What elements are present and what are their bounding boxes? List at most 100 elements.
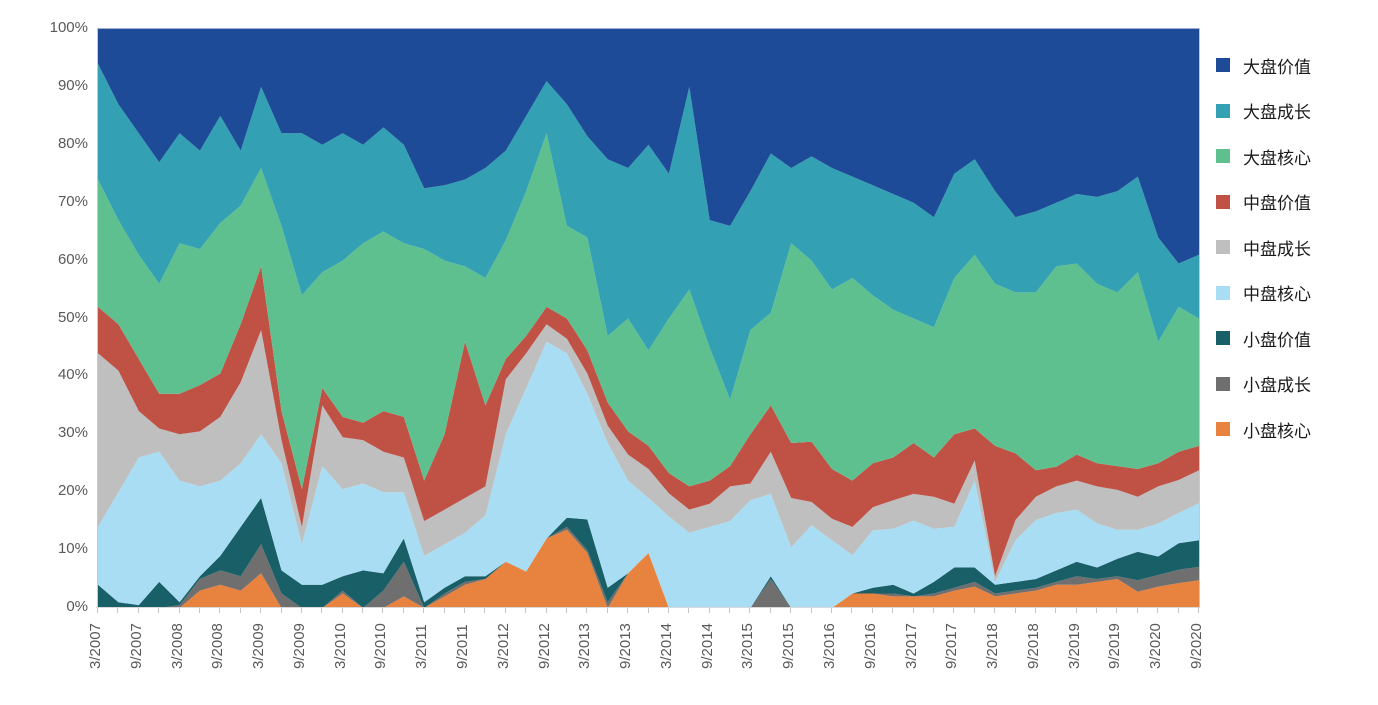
y-tick-label-100: 100% <box>49 19 88 36</box>
area-series-中盘核心 <box>98 341 1199 608</box>
x-axis-tick <box>851 608 853 613</box>
legend-swatch-icon <box>1216 285 1230 300</box>
x-tick-label-9/2009: 9/2009 <box>290 623 308 669</box>
x-axis-tick <box>1014 608 1016 613</box>
x-axis-tick <box>606 608 608 613</box>
legend-swatch-icon <box>1216 149 1230 163</box>
x-tick-label-9/2015: 9/2015 <box>780 623 798 669</box>
x-axis-tick <box>627 608 629 613</box>
y-tick-label-40: 40% <box>57 366 88 384</box>
x-axis-tick <box>688 608 690 613</box>
x-axis-tick <box>321 608 323 613</box>
x-axis-tick <box>1157 608 1159 613</box>
x-axis-tick <box>1055 608 1057 613</box>
x-tick-label-3/2017: 3/2017 <box>902 623 920 669</box>
x-axis-tick <box>953 608 955 613</box>
area-series-小盘价值 <box>98 498 1199 608</box>
legend-label: 小盘核心 <box>1243 421 1311 441</box>
x-tick-label-9/2007: 9/2007 <box>127 623 145 669</box>
x-axis-tick <box>1096 608 1098 613</box>
x-axis-tick <box>504 608 506 613</box>
area-series-canvas <box>98 29 1199 608</box>
area-series-中盘价值 <box>98 266 1199 577</box>
x-axis-tick <box>932 608 934 613</box>
x-axis-tick <box>137 608 139 613</box>
x-tick-label-9/2008: 9/2008 <box>209 623 227 669</box>
x-axis-tick <box>362 608 364 613</box>
x-tick-label-3/2007: 3/2007 <box>87 623 104 669</box>
x-axis-tick <box>178 608 180 613</box>
x-tick-label-3/2015: 3/2015 <box>739 623 757 669</box>
legend-swatch-icon <box>1216 194 1230 209</box>
x-tick-label-3/2018: 3/2018 <box>984 623 1002 669</box>
x-axis-tick <box>565 608 567 613</box>
area-series-大盘价值 <box>98 29 1199 264</box>
x-axis-tick <box>810 608 812 613</box>
x-axis-tick <box>586 608 588 613</box>
legend-label: 大盘成长 <box>1243 103 1311 122</box>
x-tick-label-3/2010: 3/2010 <box>331 623 349 669</box>
x-axis-tick <box>790 608 792 613</box>
x-axis-tick <box>545 608 547 613</box>
legend-label: 中盘价值 <box>1243 194 1311 213</box>
legend-item-大盘成长: 大盘成长 <box>1216 102 1311 122</box>
legend-item-大盘价值: 大盘价值 <box>1216 56 1311 77</box>
y-tick-label-80: 80% <box>57 134 88 152</box>
x-axis-tick <box>117 608 119 613</box>
x-tick-label-9/2014: 9/2014 <box>698 623 716 669</box>
x-tick-label-3/2012: 3/2012 <box>494 623 512 669</box>
x-axis-tick <box>198 608 200 613</box>
x-axis-tick <box>831 608 832 613</box>
x-axis-tick <box>749 608 751 613</box>
x-axis-tick <box>1075 608 1077 613</box>
x-axis-tick <box>300 608 302 613</box>
legend-swatch-icon <box>1216 240 1230 254</box>
y-tick-label-60: 60% <box>57 250 88 268</box>
plot-area <box>97 28 1200 608</box>
legend-item-中盘成长: 中盘成长 <box>1216 238 1311 259</box>
x-axis-tick <box>769 608 771 613</box>
x-tick-label-9/2017: 9/2017 <box>943 623 961 669</box>
area-series-大盘成长 <box>98 63 1199 400</box>
x-axis-tick <box>341 608 343 613</box>
x-tick-label-9/2010: 9/2010 <box>372 623 390 669</box>
y-tick-label-70: 70% <box>57 192 88 210</box>
legend-label: 大盘价值 <box>1243 57 1311 77</box>
x-tick-label-9/2020: 9/2020 <box>1188 623 1205 669</box>
x-axis-tick <box>158 608 160 613</box>
x-axis-tick <box>973 608 975 613</box>
legend-swatch-icon <box>1216 422 1230 436</box>
x-axis-tick <box>484 608 486 613</box>
x-axis-tick <box>239 608 241 613</box>
legend-label: 中盘核心 <box>1243 285 1311 304</box>
y-tick-label-0: 0% <box>66 598 88 615</box>
x-tick-label-3/2011: 3/2011 <box>413 624 431 669</box>
x-tick-label-3/2019: 3/2019 <box>1065 623 1083 669</box>
legend-label: 中盘成长 <box>1243 239 1311 259</box>
x-tick-label-3/2013: 3/2013 <box>576 623 594 669</box>
x-tick-label-3/2020: 3/2020 <box>1147 623 1165 669</box>
area-series-小盘核心 <box>98 529 1199 608</box>
x-axis-tick <box>667 608 669 613</box>
x-axis-tick <box>382 608 384 613</box>
x-axis-tick <box>892 608 894 613</box>
x-axis-tick <box>994 608 996 613</box>
legend-item-大盘核心: 大盘核心 <box>1216 147 1311 168</box>
legend-item-中盘核心: 中盘核心 <box>1216 284 1311 304</box>
x-axis-tick <box>219 608 221 613</box>
x-axis-tick <box>708 608 710 613</box>
legend-label: 小盘价值 <box>1243 330 1311 350</box>
legend-item-小盘价值: 小盘价值 <box>1216 329 1311 350</box>
x-axis-tick <box>402 608 404 613</box>
area-series-大盘核心 <box>98 133 1199 490</box>
x-axis-tick <box>260 608 262 613</box>
legend-label: 大盘核心 <box>1243 148 1311 168</box>
x-axis-tick <box>647 608 649 613</box>
x-axis-tick <box>871 608 873 613</box>
x-axis-tick <box>1034 608 1036 613</box>
legend-label: 小盘成长 <box>1243 376 1311 395</box>
x-tick-label-9/2018: 9/2018 <box>1024 623 1042 669</box>
x-axis-tick <box>1136 608 1138 613</box>
legend-item-小盘核心: 小盘核心 <box>1216 420 1311 441</box>
